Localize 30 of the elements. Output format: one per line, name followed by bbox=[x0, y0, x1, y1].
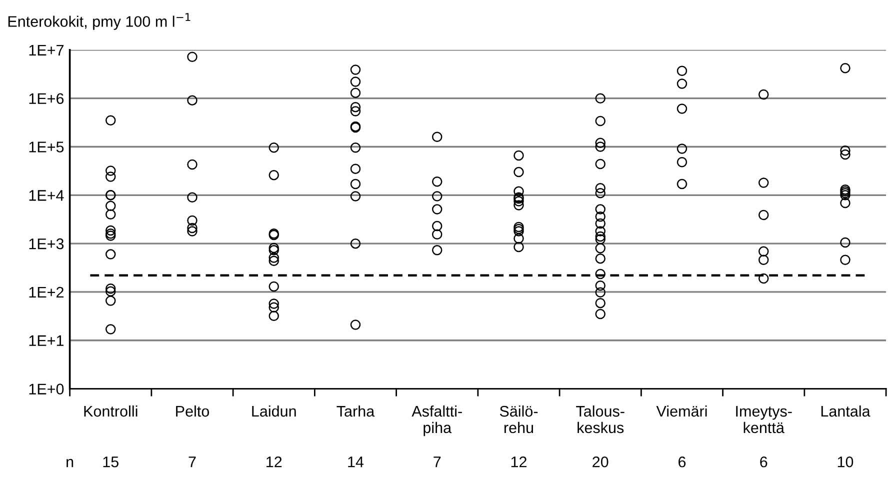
x-tick-label: Imeytys- kenttä bbox=[736, 406, 792, 434]
y-tick-label: 1E+4 bbox=[29, 190, 64, 201]
x-tick-label: Pelto bbox=[176, 405, 210, 417]
text: 20 bbox=[592, 456, 608, 468]
text: 7 bbox=[188, 456, 196, 468]
text: 6 bbox=[760, 456, 768, 468]
text: 12 bbox=[266, 456, 282, 468]
text: 12 bbox=[511, 456, 526, 468]
y-tick-label: 1E+1 bbox=[29, 335, 64, 346]
text: n bbox=[66, 458, 74, 468]
x-tick-label: Kontrolli bbox=[84, 405, 138, 417]
x-tick-label: Säilö- rehu bbox=[500, 405, 538, 434]
x-tick-label: Laidun bbox=[252, 405, 296, 417]
text: 14 bbox=[348, 456, 364, 468]
text: 6 bbox=[678, 456, 686, 468]
y-axis-title: Enterokokit, pmy 100 m l$^{−1}$ bbox=[8, 13, 190, 30]
text: 15 bbox=[103, 456, 118, 468]
x-tick-label: Viemäri bbox=[656, 405, 707, 417]
x-tick-label: Tarha bbox=[336, 405, 375, 417]
y-tick-label: 1E+0 bbox=[29, 384, 64, 394]
text: 7 bbox=[434, 456, 441, 468]
x-tick-label: Asfaltti- piha bbox=[412, 405, 462, 436]
y-tick-label: 1E+7 bbox=[29, 44, 64, 56]
y-tick-label: 1E+3 bbox=[29, 238, 64, 250]
y-tick-label: 1E+2 bbox=[29, 286, 64, 298]
text: 10 bbox=[838, 456, 854, 468]
x-tick-label: Lantala bbox=[821, 405, 870, 417]
y-tick-label: 1E+6 bbox=[29, 93, 64, 104]
x-tick-label: Talous- keskus bbox=[576, 405, 624, 434]
y-tick-label: 1E+5 bbox=[29, 142, 64, 152]
